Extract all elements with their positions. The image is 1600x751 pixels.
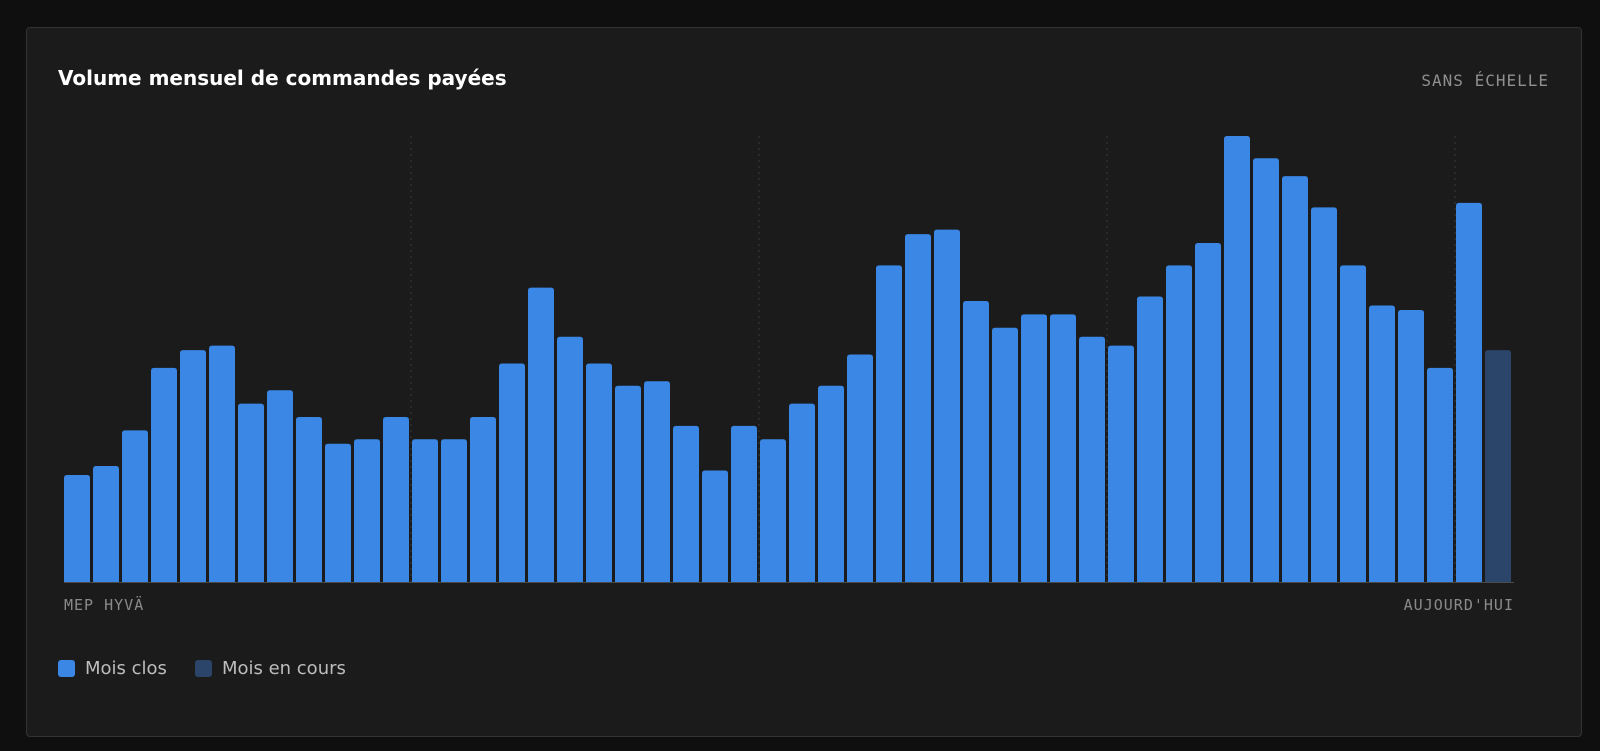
bar-current-month bbox=[1485, 350, 1511, 582]
legend-label-closed-months: Mois clos bbox=[85, 658, 167, 679]
bar-closed-month bbox=[151, 367, 177, 582]
bar-closed-month bbox=[1050, 314, 1076, 582]
bar-closed-month bbox=[1456, 202, 1482, 582]
gridlines bbox=[410, 136, 1456, 582]
bar-closed-month bbox=[934, 229, 960, 582]
bar-closed-month bbox=[876, 265, 902, 582]
bar-closed-month bbox=[1166, 265, 1192, 582]
bar-closed-month bbox=[383, 416, 409, 582]
bar-closed-month bbox=[499, 363, 525, 582]
bar-closed-month bbox=[1079, 336, 1105, 582]
bar-closed-month bbox=[1427, 367, 1453, 582]
bar-closed-month bbox=[296, 416, 322, 582]
bar-closed-month bbox=[1195, 243, 1221, 583]
bar-closed-month bbox=[905, 234, 931, 582]
bar-closed-month bbox=[1369, 305, 1395, 582]
bar-closed-month bbox=[354, 439, 380, 582]
legend-item-current-month: Mois en cours bbox=[194, 658, 346, 679]
bar-closed-month bbox=[470, 416, 496, 582]
bar-closed-month bbox=[1282, 176, 1308, 582]
bar-closed-month bbox=[412, 439, 438, 582]
legend-item-closed-months: Mois clos bbox=[58, 658, 167, 679]
bar-closed-month bbox=[760, 439, 786, 582]
bar-closed-month bbox=[557, 336, 583, 582]
bar-closed-month bbox=[1340, 265, 1366, 582]
bar-closed-month bbox=[1137, 296, 1163, 582]
bar-closed-month bbox=[64, 474, 90, 582]
bar-closed-month bbox=[441, 439, 467, 582]
bar-closed-month bbox=[818, 385, 844, 582]
legend: Mois clos Mois en cours bbox=[58, 658, 346, 679]
bar-closed-month bbox=[731, 425, 757, 582]
bar-closed-month bbox=[1021, 314, 1047, 582]
scale-note: SANS ÉCHELLE bbox=[1421, 71, 1549, 90]
bar-closed-month bbox=[586, 363, 612, 582]
chart-title: Volume mensuel de commandes payées bbox=[58, 66, 507, 90]
legend-label-current-month: Mois en cours bbox=[221, 658, 346, 679]
bar-closed-month bbox=[963, 301, 989, 582]
bar-closed-month bbox=[1398, 309, 1424, 582]
bar-closed-month bbox=[1224, 136, 1250, 582]
bar-closed-month bbox=[992, 327, 1018, 582]
bar-closed-month bbox=[209, 345, 235, 582]
bar-closed-month bbox=[1108, 345, 1134, 582]
bar-closed-month bbox=[93, 466, 119, 582]
bar-closed-month bbox=[267, 390, 293, 582]
bar-closed-month bbox=[1311, 207, 1337, 583]
bar-closed-month bbox=[122, 430, 148, 582]
bar-closed-month bbox=[644, 381, 670, 582]
bar-closed-month bbox=[180, 350, 206, 582]
chart-card: Volume mensuel de commandes payées SANS … bbox=[26, 27, 1582, 737]
bar-closed-month bbox=[528, 287, 554, 582]
x-end-label: AUJOURD'HUI bbox=[1404, 596, 1514, 614]
bar-closed-month bbox=[1253, 158, 1279, 583]
legend-swatch-current-month bbox=[194, 660, 212, 677]
bars bbox=[64, 136, 1511, 583]
bar-closed-month bbox=[325, 443, 351, 582]
x-start-label: MEP HYVÄ bbox=[64, 595, 144, 614]
bar-closed-month bbox=[673, 425, 699, 582]
bar-closed-month bbox=[702, 470, 728, 582]
bar-closed-month bbox=[789, 403, 815, 582]
bar-closed-month bbox=[615, 385, 641, 582]
bar-closed-month bbox=[238, 403, 264, 582]
bar-closed-month bbox=[847, 354, 873, 582]
legend-swatch-closed-months bbox=[58, 660, 75, 677]
bar-chart: MEP HYVÄ AUJOURD'HUI bbox=[64, 136, 1514, 614]
